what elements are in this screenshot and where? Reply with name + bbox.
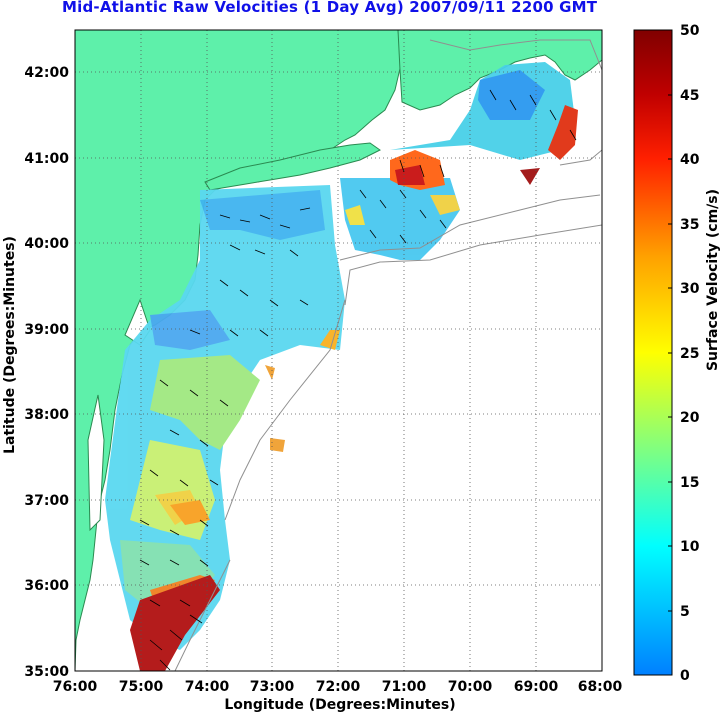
colorbar-tick: 45 bbox=[680, 88, 699, 104]
colorbar-tick: 30 bbox=[680, 281, 700, 297]
land-long-island bbox=[204, 142, 381, 191]
colorbar-ticks bbox=[668, 94, 672, 612]
colorbar-tick-labels: 0 5 10 15 20 25 30 35 40 45 50 bbox=[680, 23, 700, 684]
colorbar-tick: 40 bbox=[680, 152, 700, 168]
colorbar-tick: 20 bbox=[680, 410, 700, 426]
colorbar bbox=[633, 29, 673, 676]
lat-tick: 39:00 bbox=[24, 322, 69, 338]
colorbar-tick: 10 bbox=[680, 539, 700, 555]
lat-tick: 41:00 bbox=[24, 151, 69, 167]
lat-tick-labels: 42:00 41:00 40:00 39:00 38:00 37:00 36:0… bbox=[24, 65, 69, 680]
colorbar-tick: 5 bbox=[680, 604, 690, 620]
colorbar-tick: 25 bbox=[680, 346, 699, 362]
lon-tick: 69:00 bbox=[514, 679, 559, 695]
lat-tick: 38:00 bbox=[24, 407, 69, 423]
x-axis-label: Longitude (Degrees:Minutes) bbox=[224, 697, 455, 713]
lon-tick: 68:00 bbox=[578, 679, 623, 695]
lat-tick: 40:00 bbox=[24, 236, 69, 252]
lat-tick: 35:00 bbox=[24, 664, 69, 680]
map-grid bbox=[75, 30, 602, 671]
velocity-vectors bbox=[139, 89, 577, 671]
colorbar-tick: 35 bbox=[680, 217, 699, 233]
lon-tick: 73:00 bbox=[250, 679, 295, 695]
colorbar-tick: 0 bbox=[680, 668, 690, 684]
lon-tick: 70:00 bbox=[448, 679, 493, 695]
velocity-field bbox=[105, 62, 578, 671]
colorbar-tick: 50 bbox=[680, 23, 700, 39]
lon-tick: 74:00 bbox=[185, 679, 230, 695]
colorbar-label: Surface Velocity (cm/s) bbox=[705, 189, 721, 371]
y-axis-label: Latitude (Degrees:Minutes) bbox=[2, 236, 18, 454]
lon-tick: 75:00 bbox=[119, 679, 164, 695]
lat-tick: 42:00 bbox=[24, 65, 69, 81]
bathymetry-contours bbox=[174, 39, 602, 671]
lon-tick-labels: 76:00 75:00 74:00 73:00 72:00 71:00 70:0… bbox=[53, 679, 623, 695]
lon-tick: 76:00 bbox=[53, 679, 98, 695]
lat-tick: 36:00 bbox=[24, 578, 69, 594]
figure-title: Mid-Atlantic Raw Velocities (1 Day Avg) … bbox=[62, 0, 598, 16]
lon-tick: 71:00 bbox=[382, 679, 427, 695]
map-frame bbox=[74, 29, 603, 672]
lon-tick: 72:00 bbox=[316, 679, 361, 695]
colorbar-tick: 15 bbox=[680, 475, 699, 491]
lat-tick: 37:00 bbox=[24, 493, 69, 509]
